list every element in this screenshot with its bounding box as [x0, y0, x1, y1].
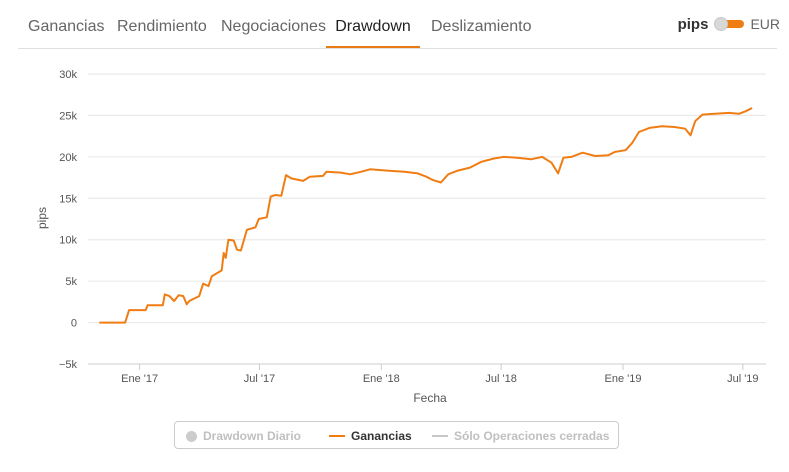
x-axis-title: Fecha	[413, 391, 447, 405]
y-tick-label: 25k	[59, 110, 77, 122]
legend-line-icon	[432, 435, 448, 437]
chart-legend: Drawdown Diario Ganancias Sólo Operacion…	[174, 421, 619, 449]
tab-deslizamiento[interactable]: Deslizamiento	[431, 18, 532, 35]
unit-pips-label[interactable]: pips	[677, 15, 709, 33]
x-tick-label: Jul '18	[485, 373, 516, 385]
x-tick-label: Ene '17	[121, 373, 158, 385]
unit-eur-label[interactable]: EUR	[750, 16, 780, 32]
y-tick-label: 0	[71, 318, 77, 330]
tab-ganancias[interactable]: Ganancias	[28, 18, 105, 35]
tab-drawdown[interactable]: Drawdown	[326, 14, 420, 48]
unit-switch[interactable]	[714, 17, 745, 31]
y-tick-label: 10k	[59, 235, 77, 247]
x-tick-label: Jul '17	[244, 373, 275, 385]
series-line-ganancias[interactable]	[99, 107, 753, 324]
legend-label: Sólo Operaciones cerradas	[454, 429, 610, 443]
x-tick-label: Jul '19	[727, 373, 758, 385]
x-tick-label: Ene '19	[605, 373, 642, 385]
unit-toggle: pips EUR	[678, 14, 780, 34]
y-tick-label: −5k	[59, 359, 78, 371]
series-group	[99, 107, 753, 324]
legend-item-drawdown-diario[interactable]: Drawdown Diario	[186, 428, 301, 444]
tab-bar: Ganancias Rendimiento Negociaciones Draw…	[18, 0, 777, 49]
switch-knob[interactable]	[714, 17, 729, 31]
legend-item-solo-operaciones-cerradas[interactable]: Sólo Operaciones cerradas	[432, 428, 609, 444]
y-tick-label: 5k	[65, 276, 77, 288]
y-axis-title: pips	[35, 207, 49, 229]
legend-item-ganancias[interactable]: Ganancias	[329, 428, 412, 444]
legend-line-icon	[329, 435, 345, 437]
x-tick-label: Ene '18	[363, 373, 400, 385]
legend-dot-icon	[186, 430, 197, 442]
y-axis: −5k 0 5k 10k 15k 20k 25k 30k	[59, 69, 78, 371]
legend-label: Drawdown Diario	[203, 429, 302, 443]
x-axis: Ene '17 Jul '17 Ene '18 Jul '18 Ene '19 Jul '…	[88, 363, 766, 385]
y-tick-label: 30k	[59, 69, 77, 81]
switch-track	[720, 20, 745, 28]
y-tick-label: 20k	[59, 152, 77, 164]
chart-grid	[88, 73, 766, 365]
tab-negociaciones[interactable]: Negociaciones	[221, 18, 326, 35]
y-tick-label: 15k	[59, 193, 77, 205]
tab-rendimiento[interactable]: Rendimiento	[117, 18, 207, 35]
legend-label: Ganancias	[351, 429, 412, 443]
